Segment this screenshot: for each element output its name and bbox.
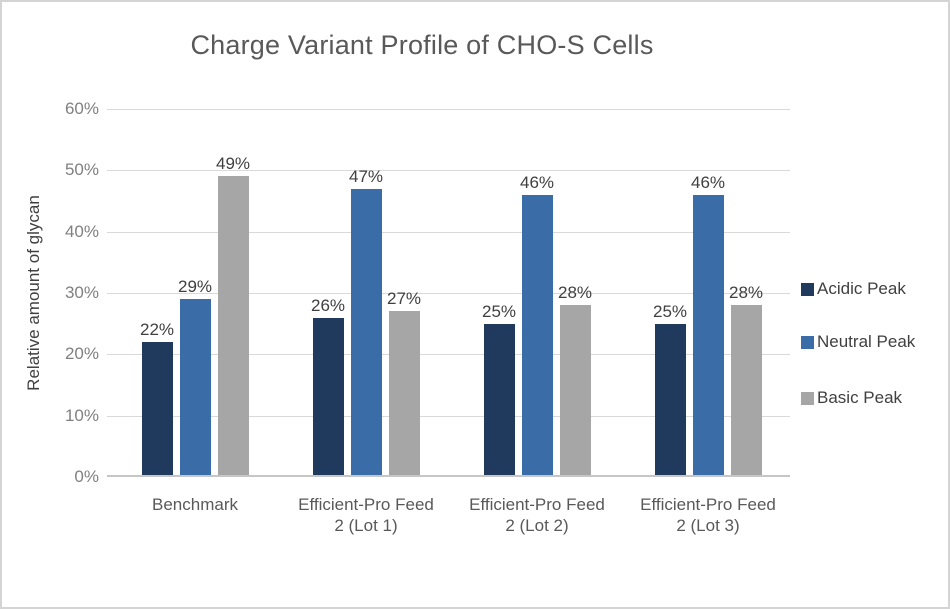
x-category-label-line: Efficient-Pro Feed [469,495,605,514]
gridline [107,170,790,172]
bar-neutral-peak [179,299,211,477]
gridline [107,415,790,417]
x-category-label-line: 2 (Lot 2) [505,516,569,535]
bar-acidic-peak [654,324,686,477]
gridline [107,109,790,110]
y-tick-label: 50% [64,160,99,180]
bar-value-label: 26% [310,296,346,315]
x-category-label-line: Efficient-Pro Feed [640,495,776,514]
bar-value-label: 28% [557,283,593,302]
x-category-label: Efficient-Pro Feed 2 (Lot 2) [452,494,622,536]
x-category-label-line: Benchmark [152,495,238,514]
bar-value-label: 47% [348,167,384,186]
legend-item: Acidic Peak [801,279,906,298]
bar-neutral-peak [521,195,553,477]
bar-acidic-peak [483,324,515,477]
x-category-label: Efficient-Pro Feed 2 (Lot 3) [623,494,793,536]
bar-value-label: 27% [386,289,422,308]
y-tick-label: 0% [74,467,99,486]
gridline [107,354,790,356]
bar-acidic-peak [312,318,344,477]
bar-value-label: 22% [139,320,175,339]
x-category-label-line: Efficient-Pro Feed [298,495,434,514]
x-category-label-line: 2 (Lot 3) [676,516,740,535]
y-tick-label: 20% [64,344,99,364]
x-category-label-line: 2 (Lot 1) [334,516,398,535]
y-tick-label: 40% [64,221,99,241]
bar-basic-peak [388,311,420,477]
legend-swatch-icon [801,282,814,296]
legend-label: Neutral Peak [817,332,916,351]
bar-value-label: 49% [215,154,251,173]
bar-basic-peak [217,176,249,477]
bar-value-label: 25% [481,302,517,321]
y-tick-label: 10% [64,405,99,425]
bar-value-label: 46% [690,173,726,192]
legend-label: Acidic Peak [817,279,906,298]
x-category-label: Efficient-Pro Feed 2 (Lot 1) [281,494,451,536]
y-tick-label: 60% [64,99,99,118]
bar-basic-peak [559,305,591,477]
legend-swatch-icon [801,391,814,405]
x-category-label: Benchmark [110,494,280,515]
legend-item: Neutral Peak [801,332,916,351]
legend-swatch-icon [801,335,814,349]
bar-value-label: 25% [652,302,688,321]
bar-basic-peak [730,305,762,477]
bar-acidic-peak [141,342,173,477]
gridline [107,231,790,233]
bar-value-label: 29% [177,277,213,296]
bar-neutral-peak [350,189,382,477]
legend-label: Basic Peak [817,388,903,407]
bar-neutral-peak [692,195,724,477]
y-tick-label: 30% [64,283,99,302]
bar-value-label: 46% [519,173,555,192]
bar-value-label: 28% [728,283,764,302]
gridline [107,293,790,294]
plot-area: 22% 29% 49% 26% 47% 27% 25% 46% 28% 25% 46% 28% [107,109,790,477]
chart-title: Charge Variant Profile of CHO-S Cells [190,30,654,60]
legend-item: Basic Peak [801,388,903,407]
x-axis-line [107,475,790,477]
